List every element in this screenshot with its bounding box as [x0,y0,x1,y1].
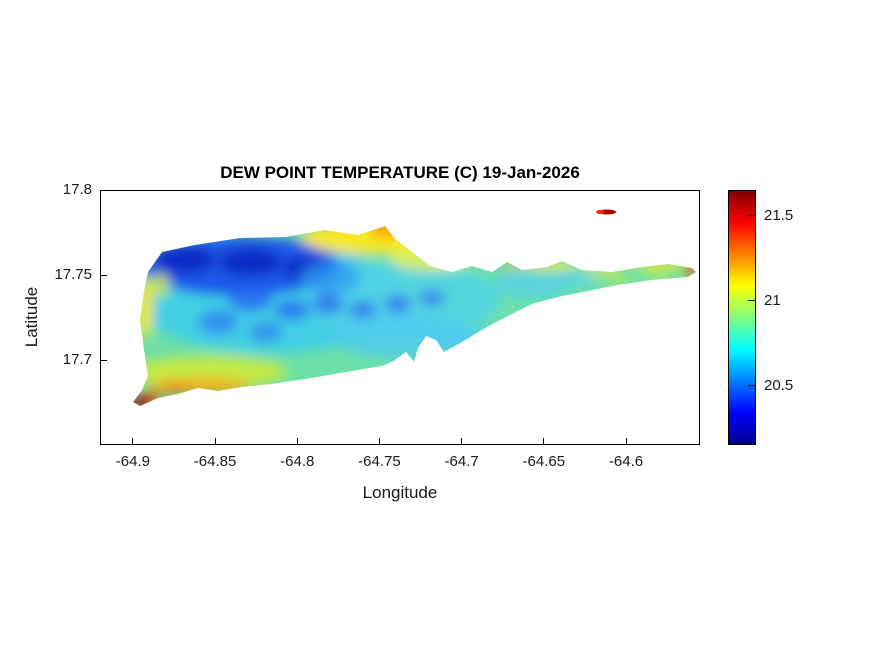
x-tick-mark [132,438,134,444]
colorbar-tick-mark [748,300,755,301]
x-tick-label: -64.65 [522,453,566,470]
plot-title: DEW POINT TEMPERATURE (C) 19-Jan-2026 [220,163,580,182]
x-tick-mark [543,438,545,444]
island-field [133,226,696,406]
y-tick-mark [101,189,107,191]
x-tick-label: -64.9 [115,453,150,470]
x-tick-label: -64.8 [280,453,315,470]
x-tick-label: -64.6 [608,453,644,470]
x-tick-mark [214,438,216,444]
y-tick-label: 17.75 [54,266,92,283]
colorbar-tick-label: 20.5 [764,376,794,394]
colorbar-tick-label: 21.5 [764,206,794,224]
y-tick-label: 17.8 [62,181,92,198]
contour-map [133,209,696,406]
y-axis-label: Latitude [22,286,41,348]
y-tick-mark [101,274,107,276]
colorbar-tick-mark [748,215,755,216]
colorbar-gradient [728,190,756,445]
x-axis-label: Longitude [362,483,438,502]
colorbar-tick-mark [748,385,755,386]
y-tick-label: 17.7 [62,351,92,368]
x-tick-mark [461,438,463,444]
y-tick-mark [101,359,107,361]
x-tick-label: -64.85 [193,453,237,470]
x-tick-label: -64.7 [444,453,479,470]
colorbar-tick-label: 21 [764,291,781,309]
axes-box [100,190,700,445]
x-tick-label: -64.75 [358,453,401,470]
x-tick-mark [296,438,298,444]
x-tick-mark [625,438,627,444]
x-tick-mark [378,438,380,444]
islet-marker [596,209,616,215]
